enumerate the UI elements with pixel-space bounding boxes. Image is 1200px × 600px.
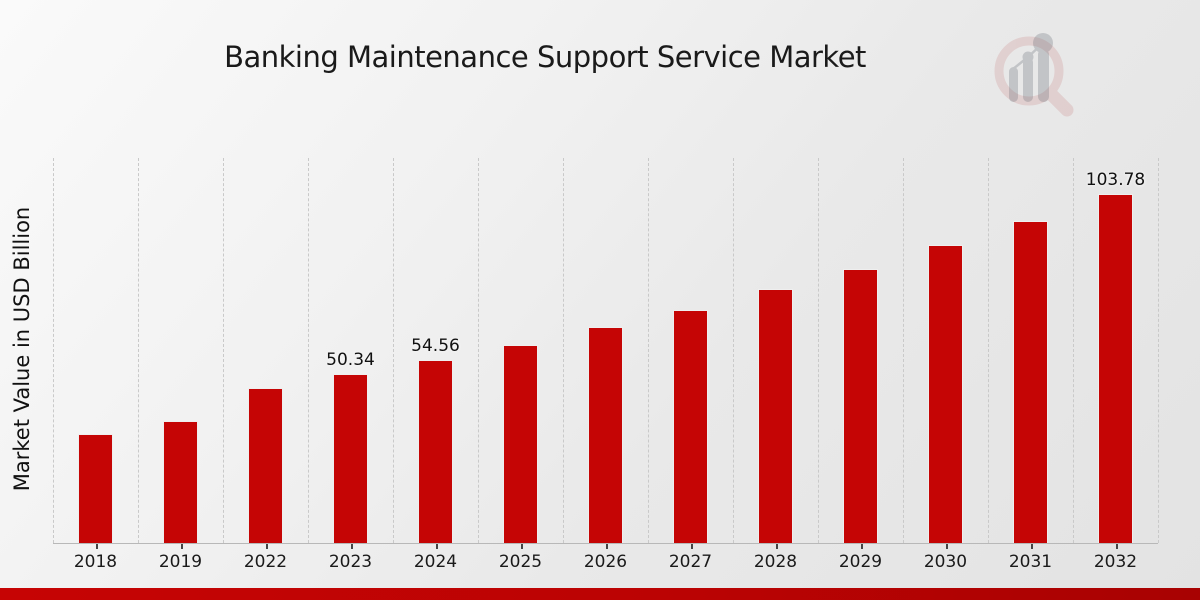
bar-2030 bbox=[928, 245, 963, 543]
axis-tick bbox=[1116, 544, 1118, 549]
axis-tick bbox=[861, 544, 863, 549]
axis-tick bbox=[946, 544, 948, 549]
gridline bbox=[1158, 158, 1159, 543]
x-tick-label-2029: 2029 bbox=[838, 552, 883, 572]
x-tick-label-2019: 2019 bbox=[158, 552, 203, 572]
gridline bbox=[563, 158, 564, 543]
x-tick-label-2026: 2026 bbox=[583, 552, 628, 572]
axis-tick bbox=[606, 544, 608, 549]
axis-tick bbox=[436, 544, 438, 549]
bar-2025 bbox=[503, 345, 538, 543]
axis-tick bbox=[181, 544, 183, 549]
axis-tick bbox=[96, 544, 98, 549]
x-tick-label-2031: 2031 bbox=[1008, 552, 1053, 572]
bar-2023 bbox=[333, 374, 368, 543]
x-tick-label-2027: 2027 bbox=[668, 552, 713, 572]
gridline bbox=[903, 158, 904, 543]
gridline bbox=[223, 158, 224, 543]
magnifier-bar-chart-watermark-icon bbox=[994, 33, 1074, 117]
gridline bbox=[988, 158, 989, 543]
axis-tick bbox=[691, 544, 693, 549]
gridline bbox=[393, 158, 394, 543]
bar-2027 bbox=[673, 310, 708, 543]
gridline bbox=[138, 158, 139, 543]
axis-tick bbox=[351, 544, 353, 549]
footer-accent-band bbox=[0, 588, 1200, 600]
bar-value-label-2024: 54.56 bbox=[411, 336, 460, 356]
bar-2022 bbox=[248, 388, 283, 543]
bar-2032 bbox=[1098, 194, 1133, 543]
gridline bbox=[648, 158, 649, 543]
x-tick-label-2032: 2032 bbox=[1093, 552, 1138, 572]
plot-area: 50.34 54.56 103.78 bbox=[53, 158, 1159, 544]
x-tick-label-2018: 2018 bbox=[73, 552, 118, 572]
bar-2028 bbox=[758, 289, 793, 543]
x-tick-label-2028: 2028 bbox=[753, 552, 798, 572]
bar-2029 bbox=[843, 269, 878, 543]
gridline bbox=[818, 158, 819, 543]
gridline bbox=[1073, 158, 1074, 543]
x-tick-label-2030: 2030 bbox=[923, 552, 968, 572]
axis-tick bbox=[266, 544, 268, 549]
x-tick-label-2023: 2023 bbox=[328, 552, 373, 572]
x-tick-label-2024: 2024 bbox=[413, 552, 458, 572]
gridline bbox=[53, 158, 54, 543]
gridline bbox=[478, 158, 479, 543]
axis-tick bbox=[521, 544, 523, 549]
bar-2031 bbox=[1013, 221, 1048, 543]
bar-2018 bbox=[78, 434, 113, 543]
axis-tick bbox=[776, 544, 778, 549]
gridline bbox=[733, 158, 734, 543]
x-axis: 2018 2019 2022 2023 2024 2025 2026 2027 2028 2029… bbox=[53, 544, 1158, 578]
gridline bbox=[308, 158, 309, 543]
axis-tick bbox=[1031, 544, 1033, 549]
chart-title: Banking Maintenance Support Service Mark… bbox=[224, 40, 866, 74]
x-tick-label-2022: 2022 bbox=[243, 552, 288, 572]
bar-2019 bbox=[163, 421, 198, 543]
bar-2024 bbox=[418, 360, 453, 543]
bar-value-label-2023: 50.34 bbox=[326, 350, 375, 370]
bar-2026 bbox=[588, 327, 623, 543]
x-tick-label-2025: 2025 bbox=[498, 552, 543, 572]
bar-value-label-2032: 103.78 bbox=[1085, 170, 1146, 190]
y-axis-label: Market Value in USD Billion bbox=[10, 206, 34, 492]
